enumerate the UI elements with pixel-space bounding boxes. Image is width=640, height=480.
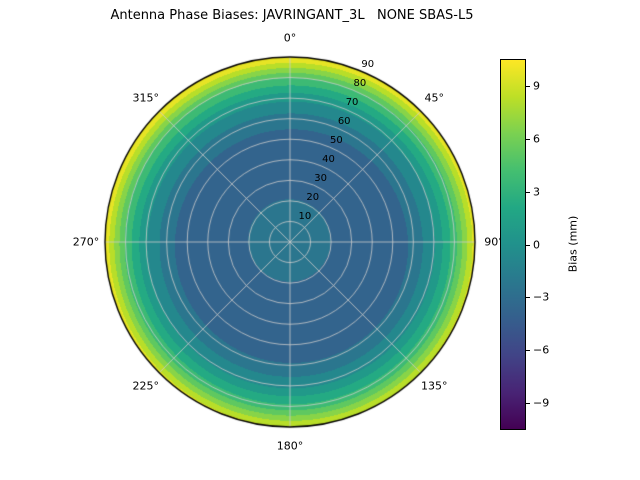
- theta-tick-label-315: 315°: [132, 91, 160, 105]
- colorbar-tick-label-0: 0: [533, 238, 540, 251]
- r-tick-label-10: 10: [298, 211, 312, 222]
- colorbar-tick-label-9: 9: [533, 79, 540, 93]
- theta-tick-label-135: 135°: [420, 379, 448, 393]
- colorbar-tickmark--9: [526, 402, 530, 404]
- r-tick-label-70: 70: [345, 97, 359, 109]
- colorbar-tickmark--3: [526, 297, 530, 299]
- colorbar-tick-label--6: −6: [533, 343, 550, 357]
- theta-tick-label-45: 45°: [424, 91, 444, 105]
- r-tick-label-90: 90: [361, 59, 375, 71]
- colorbar-tick-label-6: 6: [533, 132, 540, 146]
- theta-tick-label-225: 225°: [132, 379, 160, 393]
- colorbar-label: Bias (mm): [566, 215, 580, 273]
- colorbar-tick-label--3: −3: [533, 290, 550, 304]
- theta-tick-label-0: 0°: [283, 31, 297, 45]
- colorbar-tickmark-6: [526, 139, 530, 141]
- theta-tick-label-270: 270°: [72, 235, 100, 249]
- colorbar-tickmark--6: [526, 349, 530, 351]
- r-tick-label-40: 40: [322, 154, 335, 166]
- theta-tick-label-180: 180°: [276, 439, 304, 453]
- polar-heatmap-canvas: [100, 52, 480, 432]
- colorbar-gradient: [500, 59, 526, 430]
- theta-tick-label-90: 90°: [484, 235, 504, 249]
- colorbar-tickmark-0: [526, 244, 530, 246]
- colorbar-tick-label-3: 3: [533, 185, 540, 199]
- r-tick-label-20: 20: [306, 192, 320, 204]
- r-tick-label-80: 80: [353, 78, 367, 90]
- chart-title: Antenna Phase Biases: JAVRINGANT_3L NONE…: [110, 8, 474, 23]
- colorbar-tickmark-9: [526, 86, 530, 88]
- r-tick-label-60: 60: [337, 116, 351, 128]
- colorbar-tickmark-3: [526, 191, 530, 193]
- r-tick-label-50: 50: [329, 135, 343, 147]
- r-tick-label-30: 30: [314, 173, 327, 185]
- colorbar-tick-label--9: −9: [533, 396, 550, 410]
